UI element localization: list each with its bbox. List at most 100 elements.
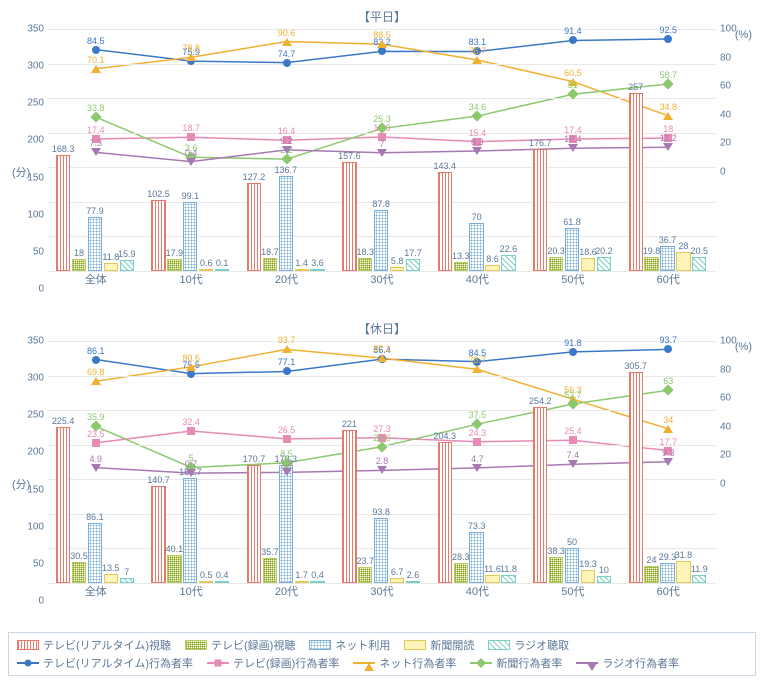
marker-net_rate xyxy=(377,40,387,48)
bar-net: 73.3 xyxy=(469,532,483,583)
bar-radio: 11.8 xyxy=(501,575,515,583)
line-value-label: 86.1 xyxy=(87,346,105,356)
bar-radio: 0.4 xyxy=(310,581,324,583)
bar-value-label: 2.6 xyxy=(407,570,420,580)
x-axis-label: 20代 xyxy=(239,583,334,599)
bar-tv_rec: 18 xyxy=(72,259,86,271)
bar-value-label: 70 xyxy=(472,212,482,222)
bar-value-label: 61.8 xyxy=(563,217,581,227)
bar-tv_rt: 102.5 xyxy=(151,200,165,271)
bar-news: 5.8 xyxy=(390,267,404,271)
marker-tv_rec_rate xyxy=(283,435,291,443)
line-value-label: 34 xyxy=(663,415,673,425)
line-value-label: 78.7 xyxy=(469,355,487,365)
line-value-label: 92.5 xyxy=(660,25,678,35)
bar-value-label: 176.7 xyxy=(529,138,552,148)
bar-radio: 20.2 xyxy=(597,257,611,271)
marker-tv_rec_rate xyxy=(92,439,100,447)
bar-value-label: 13.5 xyxy=(102,563,120,573)
line-value-label: 26.5 xyxy=(278,425,296,435)
bar-value-label: 19.3 xyxy=(579,559,597,569)
bar-value-label: 0.6 xyxy=(200,258,213,268)
marker-radio_rate xyxy=(91,148,101,156)
bar-tv_rt: 143.4 xyxy=(438,172,452,271)
bar-value-label: 40.1 xyxy=(166,544,184,554)
legend-item: テレビ(録画)視聴 xyxy=(185,637,295,653)
bar-value-label: 23.7 xyxy=(357,556,375,566)
marker-radio_rate xyxy=(663,458,673,466)
line-value-label: 93.7 xyxy=(660,335,678,345)
bar-radio: 10 xyxy=(597,576,611,583)
marker-tv_rt_rate xyxy=(569,36,577,44)
bar-value-label: 24 xyxy=(647,555,657,565)
bar-news: 13.5 xyxy=(104,574,118,583)
marker-net_rate xyxy=(91,65,101,73)
bar-value-label: 221 xyxy=(342,419,357,429)
x-axis-label: 全体 xyxy=(48,271,143,287)
line-value-label: 25.3 xyxy=(373,114,391,124)
bar-value-label: 10 xyxy=(599,565,609,575)
marker-tv_rt_rate xyxy=(664,345,672,353)
bar-tv_rt: 221 xyxy=(342,430,356,583)
bar-value-label: 257 xyxy=(628,82,643,92)
bar-value-label: 17.9 xyxy=(166,248,184,258)
marker-radio_rate xyxy=(91,464,101,472)
bar-net: 77.9 xyxy=(88,217,102,271)
bar-net: 61.8 xyxy=(565,228,579,271)
bar-tv_rec: 35.7 xyxy=(263,558,277,583)
marker-radio_rate xyxy=(377,466,387,474)
marker-net_rate xyxy=(472,56,482,64)
marker-tv_rec_rate xyxy=(187,133,195,141)
line-value-label: 32.4 xyxy=(182,417,200,427)
marker-net_rate xyxy=(282,345,292,353)
bar-news: 18.6 xyxy=(581,258,595,271)
line-value-label: 17.4 xyxy=(87,125,105,135)
bar-news: 1.4 xyxy=(295,269,309,271)
bar-news: 28 xyxy=(676,252,690,271)
bar-value-label: 18 xyxy=(74,248,84,258)
bar-value-label: 38.3 xyxy=(547,546,565,556)
marker-net_rate xyxy=(472,365,482,373)
line-value-label: 8.5 xyxy=(280,449,293,459)
bar-radio: 7 xyxy=(120,578,134,583)
line-value-label: 60.5 xyxy=(564,68,582,78)
bar-news: 19.3 xyxy=(581,570,595,583)
marker-tv_rt_rate xyxy=(92,356,100,364)
marker-tv_rt_rate xyxy=(569,348,577,356)
marker-net_rate xyxy=(377,354,387,362)
bar-value-label: 8.6 xyxy=(486,254,499,264)
line-value-label: 17.7 xyxy=(660,437,678,447)
bar-value-label: 87.8 xyxy=(372,199,390,209)
bar-tv_rec: 17.9 xyxy=(167,259,181,271)
bar-tv_rt: 176.7 xyxy=(533,149,547,271)
bar-tv_rec: 23.7 xyxy=(358,567,372,583)
bar-value-label: 18.3 xyxy=(357,247,375,257)
marker-net_rate xyxy=(91,377,101,385)
bar-tv_rt: 140.7 xyxy=(151,486,165,583)
line-value-label: 7.3 xyxy=(89,138,102,148)
line-value-label: 20.6 xyxy=(373,433,391,443)
bar-net: 170.3 xyxy=(279,465,293,583)
bar-news: 0.6 xyxy=(199,269,213,271)
x-axis-label: 10代 xyxy=(143,583,238,599)
line-value-label: 58.7 xyxy=(660,70,678,80)
bar-net: 136.7 xyxy=(279,176,293,271)
line-value-label: 4.7 xyxy=(471,454,484,464)
x-axis-label: 30代 xyxy=(334,271,429,287)
bar-value-label: 73.3 xyxy=(468,521,486,531)
line-value-label: 87.1 xyxy=(373,344,391,354)
bar-value-label: 20.3 xyxy=(547,246,565,256)
bar-radio: 0.1 xyxy=(215,269,229,271)
bar-tv_rt: 257 xyxy=(629,93,643,271)
line-value-label: 91.4 xyxy=(564,26,582,36)
marker-radio_rate xyxy=(472,464,482,472)
x-axis-label: 40代 xyxy=(430,583,525,599)
legend-item: ネット利用 xyxy=(309,637,390,653)
marker-tv_rt_rate xyxy=(283,367,291,375)
bar-value-label: 136.7 xyxy=(274,165,297,175)
line-value-label: 34.8 xyxy=(660,102,678,112)
marker-radio_rate xyxy=(186,469,196,477)
bar-value-label: 127.2 xyxy=(243,172,266,182)
line-value-label: 76.7 xyxy=(469,46,487,56)
bar-value-label: 31.8 xyxy=(675,550,693,560)
